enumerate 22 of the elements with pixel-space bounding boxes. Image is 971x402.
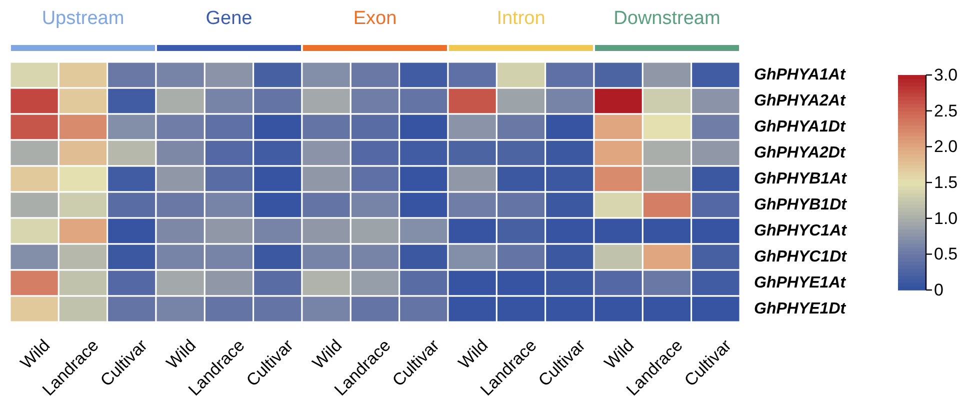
color-bar-label: 1.5 (934, 173, 958, 192)
text: Downstream (612, 8, 722, 30)
y-tick-label: GhPHYE1At (754, 274, 846, 292)
color-bar-label: 2.5 (934, 101, 958, 120)
text: Upstream (40, 8, 126, 30)
text: Exon (352, 8, 398, 30)
y-tick-label: GhPHYA1At (754, 66, 846, 84)
y-tick-label: GhPHYB1At (754, 170, 848, 188)
y-tick-label: GhPHYA2At (754, 92, 846, 110)
color-bar-label: 1.0 (934, 208, 958, 228)
y-tick-label: GhPHYE1Dt (754, 300, 846, 318)
y-tick-label: GhPHYC1Dt (754, 248, 848, 266)
color-bar-label: 0 (934, 280, 944, 300)
y-tick-label: GhPHYA2Dt (754, 144, 846, 162)
y-tick-label: GhPHYB1Dt (754, 196, 848, 214)
text: Intron (496, 8, 546, 30)
color-bar-label: 2.0 (934, 137, 958, 156)
y-tick-label: GhPHYC1At (754, 222, 848, 240)
color-bar-label: 0.5 (934, 244, 958, 264)
text: Gene (204, 8, 254, 30)
color-bar-label: 3.0 (934, 66, 958, 84)
y-tick-label: GhPHYA1Dt (754, 118, 846, 136)
